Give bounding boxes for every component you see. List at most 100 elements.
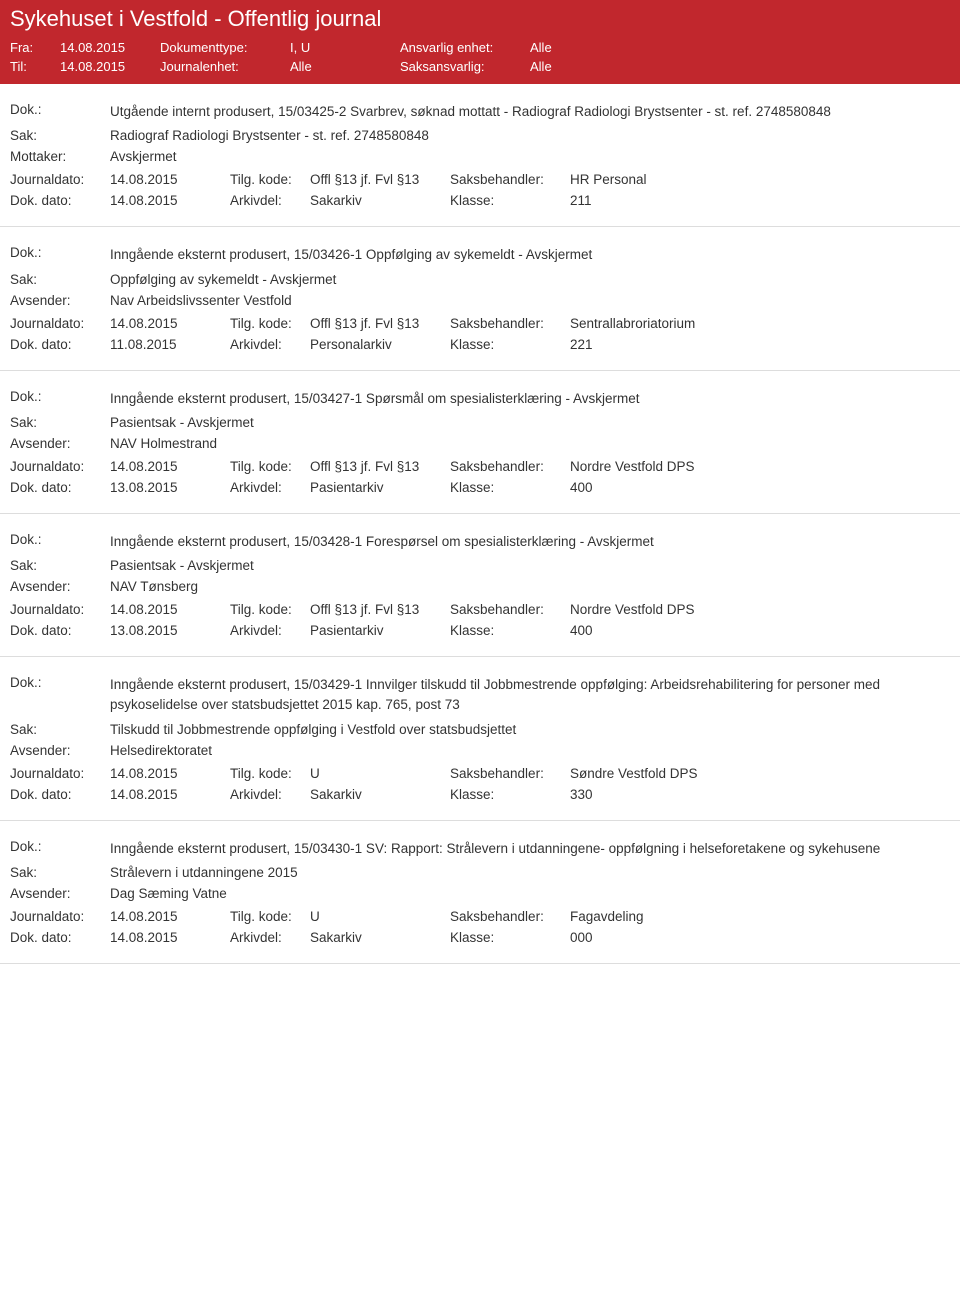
journalenhet-value: Alle [290, 59, 400, 74]
journaldato-label: Journaldato: [10, 172, 110, 187]
saksbehandler-value: Sentrallabroriatorium [570, 316, 790, 331]
saksbehandler-value: HR Personal [570, 172, 790, 187]
klasse-label: Klasse: [450, 930, 570, 945]
journaldato-value: 14.08.2015 [110, 316, 230, 331]
sak-value: Radiograf Radiologi Brystsenter - st. re… [110, 128, 950, 143]
klasse-label: Klasse: [450, 787, 570, 802]
klasse-value: 400 [570, 480, 790, 495]
dok-label: Dok.: [10, 245, 110, 265]
sak-label: Sak: [10, 722, 110, 737]
journaldato-value: 14.08.2015 [110, 766, 230, 781]
party-label: Avsender: [10, 579, 110, 594]
journaldato-label: Journaldato: [10, 602, 110, 617]
dok-value: Inngående eksternt produsert, 15/03426-1… [110, 245, 950, 265]
party-value: Dag Sæming Vatne [110, 886, 950, 901]
arkivdel-value: Sakarkiv [310, 787, 450, 802]
dokumenttype-value: I, U [290, 40, 400, 55]
fra-value: 14.08.2015 [60, 40, 160, 55]
dokdato-label: Dok. dato: [10, 193, 110, 208]
dokdato-label: Dok. dato: [10, 930, 110, 945]
party-label: Avsender: [10, 743, 110, 758]
klasse-value: 211 [570, 193, 790, 208]
arkivdel-value: Sakarkiv [310, 930, 450, 945]
party-value: NAV Holmestrand [110, 436, 950, 451]
sak-value: Oppfølging av sykemeldt - Avskjermet [110, 272, 950, 287]
klasse-value: 330 [570, 787, 790, 802]
sak-value: Tilskudd til Jobbmestrende oppfølging i … [110, 722, 950, 737]
journal-entry: Dok.: Utgående internt produsert, 15/034… [0, 84, 960, 227]
saksbehandler-value: Nordre Vestfold DPS [570, 602, 790, 617]
dokumenttype-label: Dokumenttype: [160, 40, 290, 55]
til-value: 14.08.2015 [60, 59, 160, 74]
sak-value: Strålevern i utdanningene 2015 [110, 865, 950, 880]
dok-value: Utgående internt produsert, 15/03425-2 S… [110, 102, 950, 122]
tilgkode-label: Tilg. kode: [230, 316, 310, 331]
arkivdel-label: Arkivdel: [230, 480, 310, 495]
arkivdel-value: Personalarkiv [310, 337, 450, 352]
arkivdel-value: Pasientarkiv [310, 480, 450, 495]
klasse-label: Klasse: [450, 623, 570, 638]
dok-label: Dok.: [10, 389, 110, 409]
dokdato-value: 13.08.2015 [110, 480, 230, 495]
saksbehandler-label: Saksbehandler: [450, 172, 570, 187]
fra-label: Fra: [10, 40, 60, 55]
arkivdel-label: Arkivdel: [230, 193, 310, 208]
dok-value: Inngående eksternt produsert, 15/03429-1… [110, 675, 950, 716]
sak-value: Pasientsak - Avskjermet [110, 558, 950, 573]
klasse-label: Klasse: [450, 337, 570, 352]
til-label: Til: [10, 59, 60, 74]
saksbehandler-value: Nordre Vestfold DPS [570, 459, 790, 474]
dokdato-label: Dok. dato: [10, 623, 110, 638]
arkivdel-value: Sakarkiv [310, 193, 450, 208]
klasse-label: Klasse: [450, 193, 570, 208]
journaldato-value: 14.08.2015 [110, 602, 230, 617]
journal-entry: Dok.: Inngående eksternt produsert, 15/0… [0, 227, 960, 370]
saksbehandler-label: Saksbehandler: [450, 909, 570, 924]
journalenhet-label: Journalenhet: [160, 59, 290, 74]
dok-label: Dok.: [10, 839, 110, 859]
journaldato-value: 14.08.2015 [110, 909, 230, 924]
journal-entry: Dok.: Inngående eksternt produsert, 15/0… [0, 821, 960, 964]
arkivdel-label: Arkivdel: [230, 623, 310, 638]
dokdato-label: Dok. dato: [10, 480, 110, 495]
journal-entry: Dok.: Inngående eksternt produsert, 15/0… [0, 657, 960, 821]
tilgkode-value: Offl §13 jf. Fvl §13 [310, 172, 450, 187]
party-label: Avsender: [10, 293, 110, 308]
tilgkode-value: Offl §13 jf. Fvl §13 [310, 459, 450, 474]
klasse-value: 221 [570, 337, 790, 352]
journal-entry: Dok.: Inngående eksternt produsert, 15/0… [0, 371, 960, 514]
journaldato-label: Journaldato: [10, 766, 110, 781]
dokdato-label: Dok. dato: [10, 337, 110, 352]
party-value: Helsedirektoratet [110, 743, 950, 758]
sak-label: Sak: [10, 272, 110, 287]
dok-value: Inngående eksternt produsert, 15/03430-1… [110, 839, 950, 859]
header-filter-grid: Fra: 14.08.2015 Dokumenttype: I, U Ansva… [10, 40, 950, 74]
sak-value: Pasientsak - Avskjermet [110, 415, 950, 430]
party-value: Nav Arbeidslivssenter Vestfold [110, 293, 950, 308]
klasse-label: Klasse: [450, 480, 570, 495]
party-label: Mottaker: [10, 149, 110, 164]
saksbehandler-value: Søndre Vestfold DPS [570, 766, 790, 781]
dok-label: Dok.: [10, 532, 110, 552]
journal-entry: Dok.: Inngående eksternt produsert, 15/0… [0, 514, 960, 657]
journaldato-label: Journaldato: [10, 459, 110, 474]
tilgkode-value: Offl §13 jf. Fvl §13 [310, 602, 450, 617]
journaldato-value: 14.08.2015 [110, 459, 230, 474]
party-value: NAV Tønsberg [110, 579, 950, 594]
saksbehandler-value: Fagavdeling [570, 909, 790, 924]
dokdato-value: 14.08.2015 [110, 787, 230, 802]
arkivdel-label: Arkivdel: [230, 787, 310, 802]
party-label: Avsender: [10, 436, 110, 451]
sak-label: Sak: [10, 865, 110, 880]
dokdato-value: 11.08.2015 [110, 337, 230, 352]
dok-label: Dok.: [10, 675, 110, 716]
ansvarlig-label: Ansvarlig enhet: [400, 40, 530, 55]
tilgkode-label: Tilg. kode: [230, 909, 310, 924]
journaldato-label: Journaldato: [10, 909, 110, 924]
dokdato-value: 13.08.2015 [110, 623, 230, 638]
journaldato-label: Journaldato: [10, 316, 110, 331]
sak-label: Sak: [10, 415, 110, 430]
dokdato-label: Dok. dato: [10, 787, 110, 802]
dokdato-value: 14.08.2015 [110, 193, 230, 208]
dok-label: Dok.: [10, 102, 110, 122]
